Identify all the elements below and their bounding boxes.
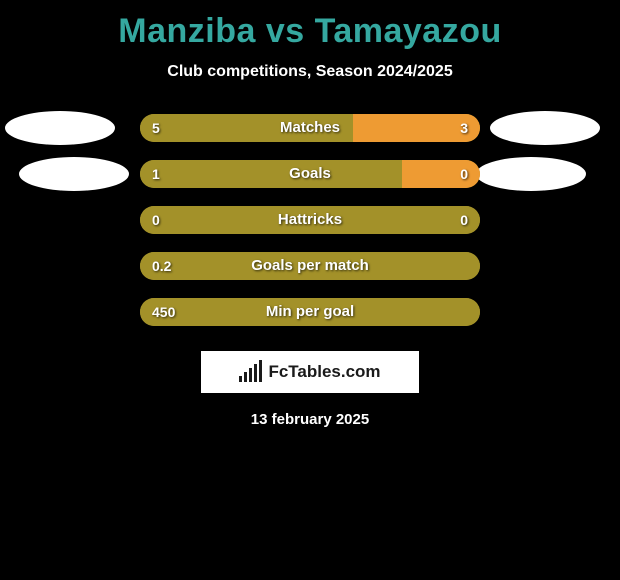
stat-label: Goals <box>140 160 480 188</box>
stat-label: Hattricks <box>140 206 480 234</box>
stat-label: Matches <box>140 114 480 142</box>
player-oval-right <box>490 111 600 145</box>
page-subtitle: Club competitions, Season 2024/2025 <box>0 63 620 81</box>
stat-row: 53Matches <box>0 109 620 155</box>
stat-row: 00Hattricks <box>0 201 620 247</box>
page-title: Manziba vs Tamayazou <box>0 0 620 51</box>
bar-chart-icon <box>239 362 262 382</box>
player-oval-left <box>5 111 115 145</box>
site-label: FcTables.com <box>268 362 380 382</box>
stats-area: 53Matches 10Goals 00Hattricks 0.2Goals per … <box>0 109 620 339</box>
player-oval-left <box>19 157 129 191</box>
footer-date: 13 february 2025 <box>0 411 620 428</box>
comparison-card: Manziba vs Tamayazou Club competitions, … <box>0 0 620 580</box>
stat-bar: 10Goals <box>140 160 480 188</box>
stat-bar: 00Hattricks <box>140 206 480 234</box>
site-badge[interactable]: FcTables.com <box>201 351 419 393</box>
stat-row: 450Min per goal <box>0 293 620 339</box>
stat-bar: 0.2Goals per match <box>140 252 480 280</box>
stat-bar: 53Matches <box>140 114 480 142</box>
player-oval-right <box>476 157 586 191</box>
stat-bar: 450Min per goal <box>140 298 480 326</box>
stat-row: 0.2Goals per match <box>0 247 620 293</box>
stat-label: Goals per match <box>140 252 480 280</box>
stat-label: Min per goal <box>140 298 480 326</box>
stat-row: 10Goals <box>0 155 620 201</box>
